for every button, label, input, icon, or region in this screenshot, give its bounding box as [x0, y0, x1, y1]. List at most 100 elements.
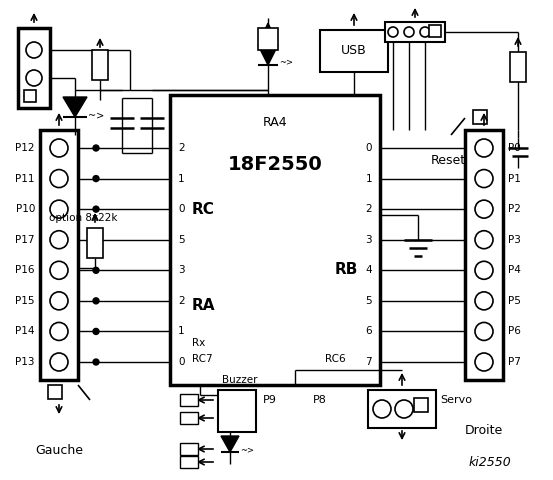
- Text: 1: 1: [366, 174, 372, 183]
- Polygon shape: [258, 45, 278, 65]
- Text: P5: P5: [508, 296, 521, 306]
- Text: 5: 5: [178, 235, 185, 245]
- Text: P14: P14: [15, 326, 35, 336]
- Text: P4: P4: [508, 265, 521, 276]
- Bar: [40, 130, 78, 380]
- Circle shape: [50, 323, 68, 340]
- Circle shape: [93, 298, 99, 304]
- Circle shape: [475, 261, 493, 279]
- Text: P15: P15: [15, 296, 35, 306]
- Circle shape: [50, 261, 68, 279]
- Text: RA4: RA4: [263, 117, 288, 130]
- Circle shape: [50, 139, 68, 157]
- Circle shape: [388, 27, 398, 37]
- Circle shape: [395, 400, 413, 418]
- Bar: [510, 52, 526, 82]
- Circle shape: [93, 206, 99, 212]
- Circle shape: [26, 70, 42, 86]
- Bar: [180, 394, 198, 406]
- Text: P3: P3: [508, 235, 521, 245]
- Text: 2: 2: [178, 296, 185, 306]
- Circle shape: [420, 27, 430, 37]
- Circle shape: [26, 42, 42, 58]
- Bar: [429, 25, 441, 37]
- Text: ki2550: ki2550: [468, 456, 512, 468]
- Circle shape: [93, 237, 99, 243]
- Circle shape: [475, 231, 493, 249]
- Text: P13: P13: [15, 357, 35, 367]
- Text: 0: 0: [178, 204, 185, 214]
- Text: 0: 0: [366, 143, 372, 153]
- Bar: [385, 22, 445, 42]
- Circle shape: [93, 359, 99, 365]
- Bar: [180, 412, 198, 424]
- Text: 18F2550: 18F2550: [228, 156, 322, 175]
- Bar: [180, 456, 198, 468]
- Circle shape: [475, 292, 493, 310]
- Text: RA: RA: [192, 298, 216, 312]
- Text: 7: 7: [366, 357, 372, 367]
- Circle shape: [475, 200, 493, 218]
- Text: 2: 2: [366, 204, 372, 214]
- Circle shape: [50, 200, 68, 218]
- Text: 6: 6: [366, 326, 372, 336]
- Text: P9: P9: [263, 395, 277, 405]
- Circle shape: [475, 169, 493, 188]
- Circle shape: [475, 323, 493, 340]
- Circle shape: [475, 353, 493, 371]
- Circle shape: [475, 139, 493, 157]
- Text: P11: P11: [15, 174, 35, 183]
- Text: P1: P1: [508, 174, 521, 183]
- Text: 2: 2: [178, 143, 185, 153]
- Circle shape: [93, 267, 99, 273]
- Text: Buzzer: Buzzer: [222, 375, 258, 385]
- Polygon shape: [63, 97, 87, 117]
- Circle shape: [50, 231, 68, 249]
- Circle shape: [50, 169, 68, 188]
- Bar: [18, 28, 50, 108]
- Bar: [48, 385, 62, 399]
- Bar: [414, 398, 428, 412]
- Text: Rx: Rx: [192, 338, 205, 348]
- Text: 1: 1: [178, 174, 185, 183]
- Bar: [465, 130, 503, 380]
- Circle shape: [373, 400, 391, 418]
- Text: Droite: Droite: [465, 423, 503, 436]
- Text: P8: P8: [313, 395, 327, 405]
- Text: USB: USB: [341, 45, 367, 58]
- Bar: [24, 90, 36, 102]
- Text: RC: RC: [192, 203, 215, 217]
- Circle shape: [404, 27, 414, 37]
- Circle shape: [93, 176, 99, 181]
- Text: RB: RB: [335, 263, 358, 277]
- Bar: [218, 390, 256, 432]
- Text: Reset: Reset: [430, 154, 466, 167]
- Bar: [368, 390, 436, 428]
- Text: 3: 3: [178, 265, 185, 276]
- Text: 1: 1: [178, 326, 185, 336]
- Text: ~>: ~>: [279, 58, 293, 67]
- Bar: [258, 28, 278, 50]
- Text: RC6: RC6: [325, 354, 346, 364]
- Text: ~>: ~>: [88, 110, 105, 120]
- Text: P6: P6: [508, 326, 521, 336]
- Circle shape: [50, 353, 68, 371]
- Bar: [87, 228, 103, 258]
- Text: P0: P0: [508, 143, 521, 153]
- Text: Gauche: Gauche: [35, 444, 83, 456]
- Bar: [320, 30, 388, 72]
- Bar: [473, 110, 487, 124]
- Bar: [170, 95, 380, 385]
- Text: P2: P2: [508, 204, 521, 214]
- Circle shape: [93, 328, 99, 335]
- Bar: [92, 50, 108, 80]
- Text: P16: P16: [15, 265, 35, 276]
- Text: P7: P7: [508, 357, 521, 367]
- Text: ~>: ~>: [240, 445, 254, 455]
- Circle shape: [93, 145, 99, 151]
- Text: P17: P17: [15, 235, 35, 245]
- Text: P12: P12: [15, 143, 35, 153]
- Text: 5: 5: [366, 296, 372, 306]
- Text: 4: 4: [366, 265, 372, 276]
- Text: option 8x22k: option 8x22k: [49, 213, 117, 223]
